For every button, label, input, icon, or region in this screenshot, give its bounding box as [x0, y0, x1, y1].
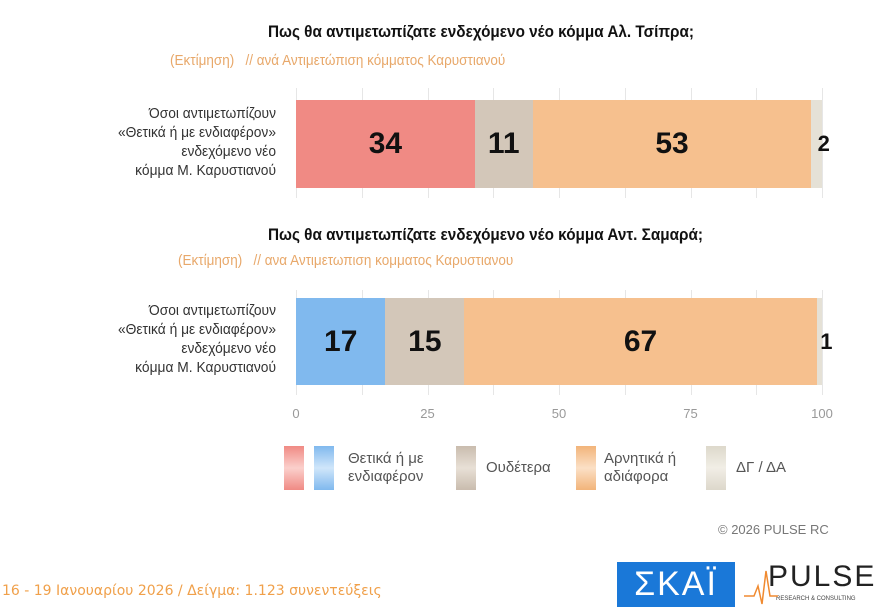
x-tick-label: 50	[551, 406, 567, 421]
legend-label: Αρνητικά ή	[604, 450, 677, 467]
label-line: «Θετικά ή με ενδιαφέρον»	[117, 321, 277, 338]
label-line: Όσοι αντιμετωπίζουν	[149, 105, 276, 122]
legend-swatch-positive-red	[284, 446, 304, 490]
data-label: 1	[820, 328, 833, 354]
legend-swatch-neutral	[456, 446, 476, 490]
chart1-title: Πως θα αντιμετωπίζατε ενδεχόμενο νέο κόμ…	[268, 22, 695, 41]
x-tick-label: 25	[420, 406, 435, 421]
label-line: Όσοι αντιμετωπίζουν	[149, 302, 276, 319]
gridline	[822, 88, 823, 198]
label-line: κόμμα Μ. Καρυστιανού	[135, 162, 276, 179]
gridline	[822, 290, 823, 395]
legend-dk: ΔΓ / ΔΑ	[736, 459, 786, 476]
chart2-subtitle: (Εκτίμηση) // ανα Αντιμετωπιση κομματος …	[178, 252, 514, 269]
label-line: ενδεχόμενο νέο	[181, 143, 276, 160]
legend-positive: Θετικά ή με ενδιαφέρον	[348, 450, 424, 486]
bar-segment: 17	[296, 298, 386, 385]
data-label: 17	[324, 324, 358, 358]
legend-label: Θετικά ή με	[348, 450, 424, 467]
footer-fieldwork: 16 - 19 Ιανουαρίου 2026 / Δείγμα: 1.123 …	[2, 583, 382, 599]
data-label: 34	[368, 127, 403, 160]
legend-swatch-positive-blue	[314, 446, 334, 490]
bar-segment: 34	[296, 100, 475, 188]
legend-label: αδιάφορα	[604, 468, 669, 485]
x-tick-label: 100	[811, 406, 833, 421]
label-line: «Θετικά ή με ενδιαφέρον»	[117, 124, 277, 141]
skai-logo: ΣΚΑΪ	[617, 562, 735, 607]
chart1-category-label: Όσοι αντιμετωπίζουν «Θετικά ή με ενδιαφέ…	[46, 104, 276, 180]
label-line: ενδεχόμενο νέο	[181, 340, 276, 357]
chart2-category-label: Όσοι αντιμετωπίζουν «Θετικά ή με ενδιαφέ…	[46, 301, 276, 377]
x-tick-label: 0	[292, 406, 300, 421]
chart2-title: Πως θα αντιμετωπίζατε ενδεχόμενο νέο κόμ…	[268, 225, 703, 244]
bar-segment: 15	[385, 298, 465, 385]
bar-segment: 67	[464, 298, 817, 385]
bar-segment: 2	[811, 100, 830, 188]
data-label: 11	[487, 127, 520, 160]
chart1-subtitle: (Εκτίμηση) // ανά Αντιμετώπιση κόμματος …	[170, 52, 506, 69]
pulse-wave-icon	[744, 570, 778, 605]
legend-neutral: Ουδέτερα	[486, 459, 551, 476]
data-label: 15	[408, 324, 442, 358]
data-label: 67	[623, 324, 658, 358]
legend-negative: Αρνητικά ή αδιάφορα	[604, 450, 676, 486]
legend-label: ενδιαφέρον	[348, 468, 424, 485]
label-line: κόμμα Μ. Καρυστιανού	[135, 359, 276, 376]
data-label: 53	[655, 127, 689, 160]
bar-segment: 1	[816, 298, 832, 385]
bar-segment: 53	[532, 100, 812, 188]
legend-swatch-negative	[576, 446, 596, 490]
pulse-logo: PULSE	[768, 560, 877, 593]
copyright: © 2026 PULSE RC	[718, 522, 829, 537]
pulse-logo-sub: RESEARCH & CONSULTING	[776, 596, 856, 602]
legend-swatch-dk	[706, 446, 726, 490]
x-tick-label: 75	[683, 406, 698, 421]
bar-segment: 11	[474, 100, 533, 188]
data-label: 2	[817, 131, 830, 156]
